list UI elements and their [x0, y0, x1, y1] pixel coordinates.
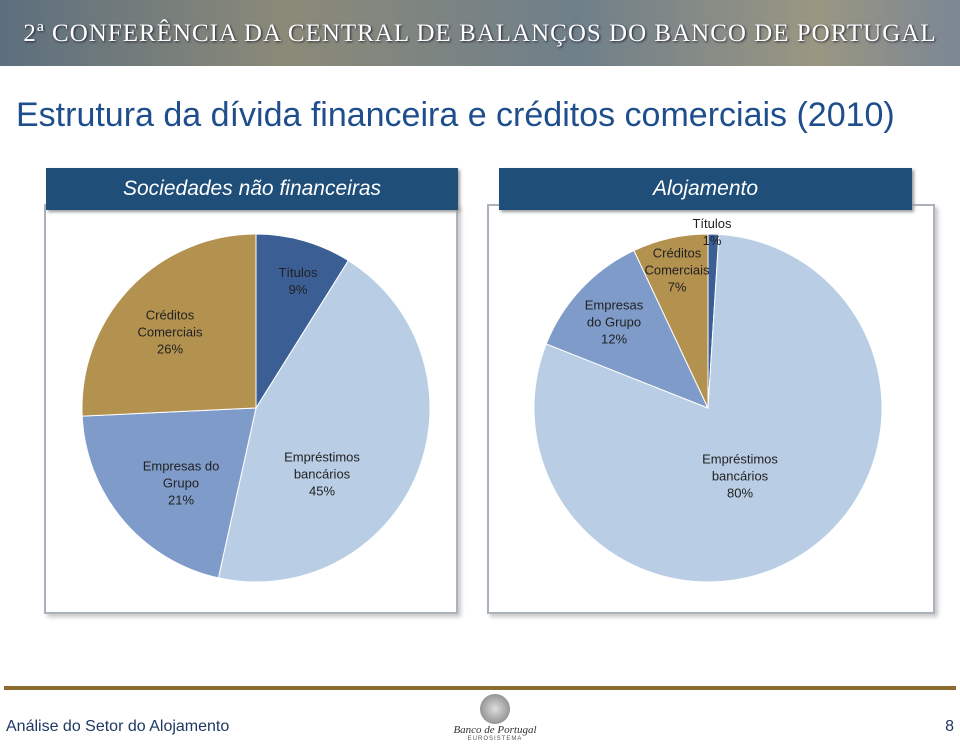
- pie-slice: [633, 233, 709, 409]
- data-label: Títulos 9%: [238, 264, 358, 298]
- logo-name: Banco de Portugal: [453, 724, 537, 736]
- logo-coin: [480, 694, 510, 724]
- value-label: 26%: [156, 341, 184, 357]
- value-label: 80%: [726, 485, 754, 501]
- pie-slice: [217, 259, 431, 583]
- pie-slice: [545, 249, 709, 409]
- footer-rule: [4, 686, 956, 690]
- page-number: 8: [945, 718, 954, 735]
- value-label: 12%: [600, 331, 628, 347]
- value-label: 9%: [288, 282, 308, 297]
- data-label: Créditos Comerciais 7%: [632, 245, 722, 296]
- value-label: 21%: [167, 492, 195, 508]
- value-label: 7%: [667, 279, 687, 295]
- banner-text: 2ª CONFERÊNCIA DA CENTRAL DE BALANÇOS DO…: [23, 20, 937, 47]
- data-label: Créditos Comerciais 26%: [125, 307, 215, 358]
- category-label: Créditos Comerciais: [644, 245, 710, 278]
- data-label: Empresas do Grupo 21%: [141, 458, 221, 509]
- pie-slice: [255, 233, 350, 410]
- panel-title: Alojamento: [499, 168, 912, 210]
- value-label: 1%: [702, 233, 722, 248]
- category-label: Títulos: [278, 265, 318, 280]
- panel-title: Sociedades não financeiras: [46, 168, 458, 210]
- pie-slice: [81, 233, 257, 417]
- category-label: Empresas do Grupo: [584, 297, 644, 330]
- data-label: Empréstimos bancários 45%: [267, 449, 377, 500]
- value-label: 45%: [308, 483, 336, 499]
- pie-slice: [81, 407, 257, 579]
- banner: 2ª CONFERÊNCIA DA CENTRAL DE BALANÇOS DO…: [0, 0, 960, 66]
- data-label: Empréstimos bancários 80%: [685, 451, 795, 502]
- logo: Banco de Portugal EUROSISTEMA: [440, 694, 550, 742]
- data-label: Títulos 1%: [652, 215, 772, 249]
- data-label: Empresas do Grupo 12%: [579, 297, 649, 348]
- category-label: Títulos: [692, 216, 732, 231]
- slide-title: Estrutura da dívida financeira e crédito…: [16, 96, 895, 134]
- category-label: Créditos Comerciais: [137, 307, 203, 340]
- category-label: Empresas do Grupo: [142, 458, 220, 491]
- category-label: Empréstimos bancários: [284, 449, 360, 482]
- footer-text: Análise do Setor do Alojamento: [6, 718, 230, 735]
- category-label: Empréstimos bancários: [702, 451, 778, 484]
- logo-sub: EUROSISTEMA: [467, 736, 523, 742]
